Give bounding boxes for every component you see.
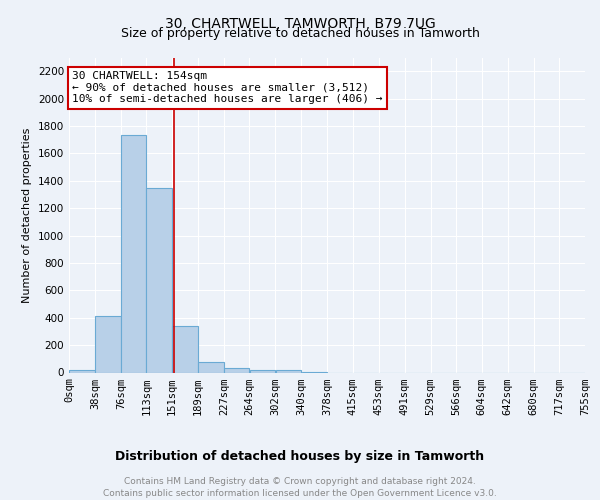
Text: 30 CHARTWELL: 154sqm
← 90% of detached houses are smaller (3,512)
10% of semi-de: 30 CHARTWELL: 154sqm ← 90% of detached h…	[73, 71, 383, 104]
Text: Contains public sector information licensed under the Open Government Licence v3: Contains public sector information licen…	[103, 489, 497, 498]
Bar	[199, 362, 224, 372]
Bar	[172, 326, 198, 372]
Bar	[121, 135, 146, 372]
Bar	[69, 370, 95, 372]
Bar	[250, 370, 275, 372]
Bar	[95, 316, 121, 372]
Y-axis label: Number of detached properties: Number of detached properties	[22, 128, 32, 302]
Text: Distribution of detached houses by size in Tamworth: Distribution of detached houses by size …	[115, 450, 485, 463]
Bar	[275, 370, 301, 372]
Bar	[224, 368, 249, 372]
Bar	[146, 188, 172, 372]
Text: Size of property relative to detached houses in Tamworth: Size of property relative to detached ho…	[121, 28, 479, 40]
Text: 30, CHARTWELL, TAMWORTH, B79 7UG: 30, CHARTWELL, TAMWORTH, B79 7UG	[164, 18, 436, 32]
Text: Contains HM Land Registry data © Crown copyright and database right 2024.: Contains HM Land Registry data © Crown c…	[124, 478, 476, 486]
